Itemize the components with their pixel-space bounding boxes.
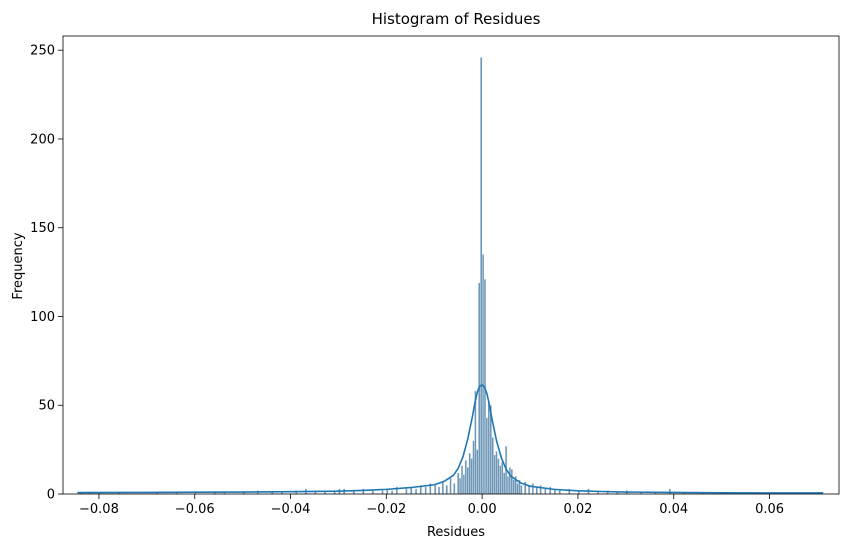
- y-tick-label: 200: [30, 132, 55, 147]
- x-tick-label: 0.02: [563, 502, 592, 517]
- histogram-bar: [464, 460, 467, 495]
- histogram-bar: [497, 458, 500, 495]
- histogram-bar: [506, 476, 510, 495]
- x-tick-label: 0.00: [468, 502, 497, 517]
- x-tick-label: −0.02: [366, 502, 406, 517]
- x-tick-label: 0.06: [755, 502, 784, 517]
- x-tick-label: −0.04: [271, 502, 311, 517]
- histogram-bar: [437, 486, 441, 495]
- histogram-bar: [558, 490, 561, 495]
- histogram-bar: [510, 468, 513, 495]
- y-tick-label: 0: [47, 488, 55, 503]
- y-tick-label: 100: [30, 310, 55, 325]
- histogram-bar: [445, 484, 448, 495]
- histogram-bar: [414, 488, 418, 495]
- histogram-bar: [520, 484, 523, 495]
- plot-frame: [62, 35, 840, 495]
- histogram-bar: [476, 449, 479, 495]
- histogram-bar: [434, 484, 437, 495]
- histogram-bar: [472, 440, 475, 495]
- y-tick-label: 50: [38, 399, 55, 414]
- histogram-bar: [466, 467, 469, 495]
- histogram-bars: [79, 57, 824, 495]
- kde-curve: [77, 384, 824, 494]
- histogram-bar: [449, 477, 452, 495]
- histogram-bar: [501, 461, 504, 495]
- histogram-bar: [458, 477, 462, 495]
- x-axis-title: Residues: [427, 525, 485, 540]
- histogram-bar: [512, 479, 515, 495]
- y-tick-label: 150: [30, 221, 55, 236]
- histogram-bar: [457, 472, 460, 495]
- x-axis: −0.08 −0.06 −0.04 −0.02 0.00 0.02 0.04 0.06: [79, 494, 784, 517]
- histogram-bar: [508, 467, 512, 495]
- histogram-bar: [485, 417, 489, 495]
- histogram-bar: [470, 458, 473, 495]
- histogram-bar: [539, 484, 542, 495]
- histogram-bar: [495, 451, 498, 495]
- histogram-bar: [491, 437, 494, 495]
- histogram-bar: [480, 57, 483, 495]
- histogram-bar: [481, 254, 485, 495]
- y-axis: 0 50 100 150 200 250: [30, 44, 63, 503]
- histogram-bar: [487, 401, 490, 495]
- chart-title: Histogram of Residues: [372, 10, 541, 28]
- histogram-bar: [531, 483, 535, 495]
- histogram-bar: [453, 483, 456, 495]
- y-axis-title: Frequency: [11, 232, 26, 299]
- x-tick-label: −0.08: [79, 502, 119, 517]
- histogram-bar: [544, 488, 547, 495]
- x-tick-label: −0.06: [175, 502, 215, 517]
- histogram-bar: [503, 472, 506, 495]
- histogram-bar: [460, 465, 464, 495]
- histogram-bar: [381, 490, 384, 495]
- histogram-bar: [362, 488, 365, 495]
- histogram-bar: [441, 481, 444, 495]
- histogram-bar: [668, 488, 672, 495]
- histogram-bar: [462, 474, 466, 495]
- histogram-bar: [516, 483, 519, 495]
- x-tick-label: 0.04: [659, 502, 688, 517]
- histogram-bar: [493, 454, 496, 495]
- histogram-bar: [468, 453, 471, 495]
- histogram-bar: [549, 486, 552, 495]
- histogram-bar: [499, 465, 502, 495]
- histogram-bar: [390, 490, 394, 495]
- histogram-bar: [405, 488, 408, 495]
- histogram-bar: [371, 490, 375, 495]
- y-tick-label: 250: [30, 44, 55, 59]
- histogram-bar: [424, 486, 427, 495]
